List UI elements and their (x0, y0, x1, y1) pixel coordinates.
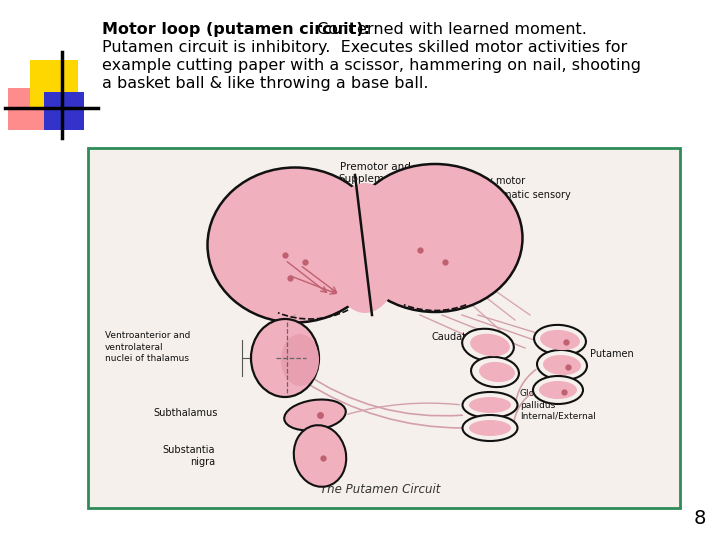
Text: The Putamen Circuit: The Putamen Circuit (320, 483, 440, 496)
Ellipse shape (251, 319, 319, 397)
Ellipse shape (462, 392, 518, 418)
Text: Caudate: Caudate (431, 332, 472, 342)
Ellipse shape (281, 334, 319, 386)
Ellipse shape (462, 415, 518, 441)
Text: Somatic sensory: Somatic sensory (490, 190, 571, 200)
Ellipse shape (207, 167, 382, 322)
Ellipse shape (537, 350, 587, 380)
Text: 8: 8 (694, 509, 706, 528)
Text: Subthalamus: Subthalamus (153, 408, 218, 418)
Ellipse shape (533, 376, 583, 404)
Text: example cutting paper with a scissor, hammering on nail, shooting: example cutting paper with a scissor, ha… (102, 58, 641, 73)
Ellipse shape (470, 334, 510, 356)
Ellipse shape (328, 183, 402, 313)
Text: Primary motor: Primary motor (455, 176, 525, 186)
Text: Motor loop (putamen circuit):: Motor loop (putamen circuit): (102, 22, 370, 37)
Text: Putamen: Putamen (590, 349, 634, 359)
Text: Ventroanterior and
ventrolateral
nuclei of thalamus: Ventroanterior and ventrolateral nuclei … (105, 330, 190, 363)
Text: Substantia
nigra: Substantia nigra (163, 445, 215, 467)
Bar (30, 60, 78, 108)
Ellipse shape (284, 400, 346, 430)
Text: Putamen circuit is inhibitory.  Executes skilled motor activities for: Putamen circuit is inhibitory. Executes … (102, 40, 627, 55)
Ellipse shape (294, 425, 346, 487)
Text: Globus
pallidus
Internal/External: Globus pallidus Internal/External (520, 389, 596, 421)
Ellipse shape (348, 164, 523, 312)
Ellipse shape (471, 357, 519, 387)
Bar (88, 148, 680, 508)
Bar (44, 92, 84, 130)
Ellipse shape (469, 420, 511, 436)
Ellipse shape (469, 397, 511, 413)
Text: a basket ball & like throwing a base ball.: a basket ball & like throwing a base bal… (102, 76, 428, 91)
Text: Concerned with learned moment.: Concerned with learned moment. (312, 22, 587, 37)
Bar (8, 88, 60, 130)
Ellipse shape (534, 325, 586, 355)
Ellipse shape (540, 330, 580, 350)
Ellipse shape (543, 355, 581, 375)
Ellipse shape (479, 362, 515, 382)
Ellipse shape (539, 381, 577, 399)
Text: Prefrontal: Prefrontal (218, 208, 266, 218)
Text: Premotor and
Supplemental: Premotor and Supplemental (338, 162, 411, 184)
Ellipse shape (462, 329, 514, 361)
